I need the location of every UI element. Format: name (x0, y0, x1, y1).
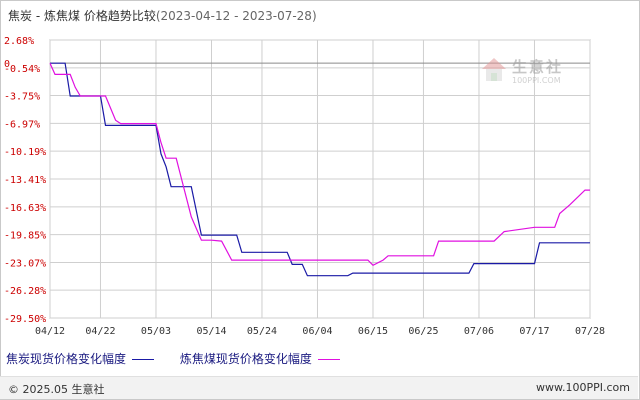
site-url[interactable]: www.100PPI.com (536, 381, 630, 394)
y-tick-label: -23.07% (4, 258, 46, 269)
x-axis-ticks: 04/12 04/22 05/03 05/14 05/24 06/04 06/15 06/25… (35, 326, 605, 337)
copyright-text: © 2025.05 生意社 (8, 383, 105, 396)
y-tick-label: -29.50% (4, 314, 46, 325)
legend-label-series-a: 焦炭现货价格变化幅度 (6, 352, 127, 366)
y-axis-ticks: 2.68% 0-0.54% -3.75% -6.97% -10.19% -13.41% -1… (4, 36, 46, 325)
y-tick-label: 2.68% (4, 36, 34, 47)
y-tick-label: -6.97% (4, 119, 40, 130)
y-tick-label: -26.28% (4, 286, 46, 297)
x-tick-label: 04/22 (85, 326, 115, 337)
y-tick-label: 0 (4, 59, 10, 70)
title-series-a: 焦炭 (8, 9, 33, 23)
y-tick-label: -19.85% (4, 231, 46, 242)
x-tick-label: 06/25 (408, 326, 438, 337)
legend-item-series-a: 焦炭现货价格变化幅度 (6, 350, 155, 367)
series-lines (49, 62, 590, 277)
title-separator: - (32, 9, 44, 23)
x-tick-label: 05/24 (247, 326, 277, 337)
series-line-coke (50, 62, 590, 277)
watermark-url: 100PPI.COM (512, 76, 561, 85)
x-tick-label: 06/15 (358, 326, 388, 337)
title-series-b: 炼焦煤 (43, 9, 80, 23)
legend-item-series-b: 炼焦煤现货价格变化幅度 (180, 350, 340, 367)
footer: © 2025.05 生意社 www.100PPI.com (0, 376, 638, 399)
x-tick-label: 05/03 (141, 326, 171, 337)
title-suffix: 价格趋势比较 (80, 9, 156, 23)
watermark: 生意社 100PPI.COM (480, 54, 580, 88)
y-tick-label: -10.19% (4, 147, 46, 158)
legend-swatch-series-a (132, 359, 155, 360)
x-tick-label: 04/12 (35, 326, 65, 337)
house-logo-icon (482, 58, 506, 81)
x-tick-label: 07/06 (464, 326, 494, 337)
series-line-coking-coal (49, 62, 590, 267)
x-tick-label: 07/28 (575, 326, 605, 337)
y-tick-label: -0.54% (4, 64, 40, 75)
title-date-range: (2023-04-12 - 2023-07-28) (155, 9, 317, 23)
x-tick-label: 06/04 (302, 326, 332, 337)
chart-title: 焦炭 - 炼焦煤 价格趋势比较(2023-04-12 - 2023-07-28) (8, 7, 317, 24)
legend: 焦炭现货价格变化幅度 炼焦煤现货价格变化幅度 (6, 350, 362, 367)
watermark-name: 生意社 (512, 58, 564, 76)
legend-label-series-b: 炼焦煤现货价格变化幅度 (179, 352, 312, 366)
y-tick-label: -3.75% (4, 92, 40, 103)
y-tick-label: -13.41% (4, 175, 46, 186)
legend-swatch-series-b (317, 359, 340, 360)
x-tick-label: 07/17 (519, 326, 549, 337)
grid-lines (49, 39, 591, 319)
x-tick-label: 05/14 (196, 326, 226, 337)
y-tick-label: -16.63% (4, 203, 46, 214)
